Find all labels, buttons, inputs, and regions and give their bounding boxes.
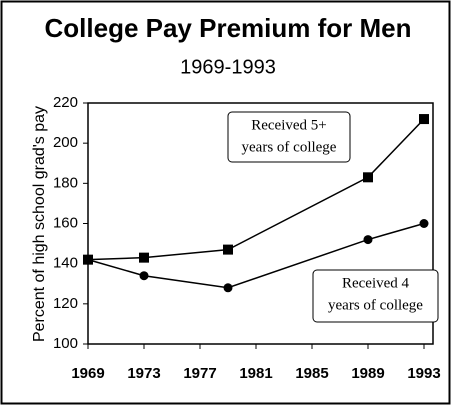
y-tick-label: 220: [53, 94, 78, 111]
marker: [363, 235, 373, 245]
marker: [363, 172, 373, 183]
annotation-box: [312, 269, 439, 323]
x-tick-label: 1989: [351, 365, 384, 382]
x-tick-label: 1985: [295, 365, 328, 382]
marker: [419, 219, 429, 228]
annotation-box: [227, 111, 351, 163]
y-tick-label: 160: [53, 214, 78, 231]
marker: [419, 114, 429, 125]
y-tick-label: 120: [53, 295, 78, 312]
annotation-text: Received 4: [342, 275, 410, 291]
x-tick-label: 1977: [183, 365, 216, 382]
y-axis-label: Percent of high school grad's pay: [31, 106, 48, 342]
y-tick-label: 200: [53, 134, 78, 151]
x-tick-label: 1973: [127, 365, 160, 382]
y-tick-label: 140: [53, 255, 78, 272]
annotation-text: years of college: [328, 297, 423, 313]
y-tick-label: 100: [53, 335, 78, 352]
chart-subtitle: 1969-1993: [180, 56, 276, 78]
x-tick-label: 1981: [239, 365, 272, 382]
marker: [223, 244, 233, 255]
marker: [83, 255, 93, 265]
x-tick-label: 1993: [407, 365, 440, 382]
marker: [139, 252, 149, 263]
x-tick-label: 1969: [71, 365, 104, 382]
y-tick-label: 180: [53, 174, 78, 191]
annotation-text: Received 5+: [251, 117, 327, 133]
marker: [223, 283, 233, 293]
chart-title: College Pay Premium for Men: [45, 13, 412, 43]
marker: [139, 271, 149, 281]
annotation-text: years of college: [242, 139, 337, 155]
